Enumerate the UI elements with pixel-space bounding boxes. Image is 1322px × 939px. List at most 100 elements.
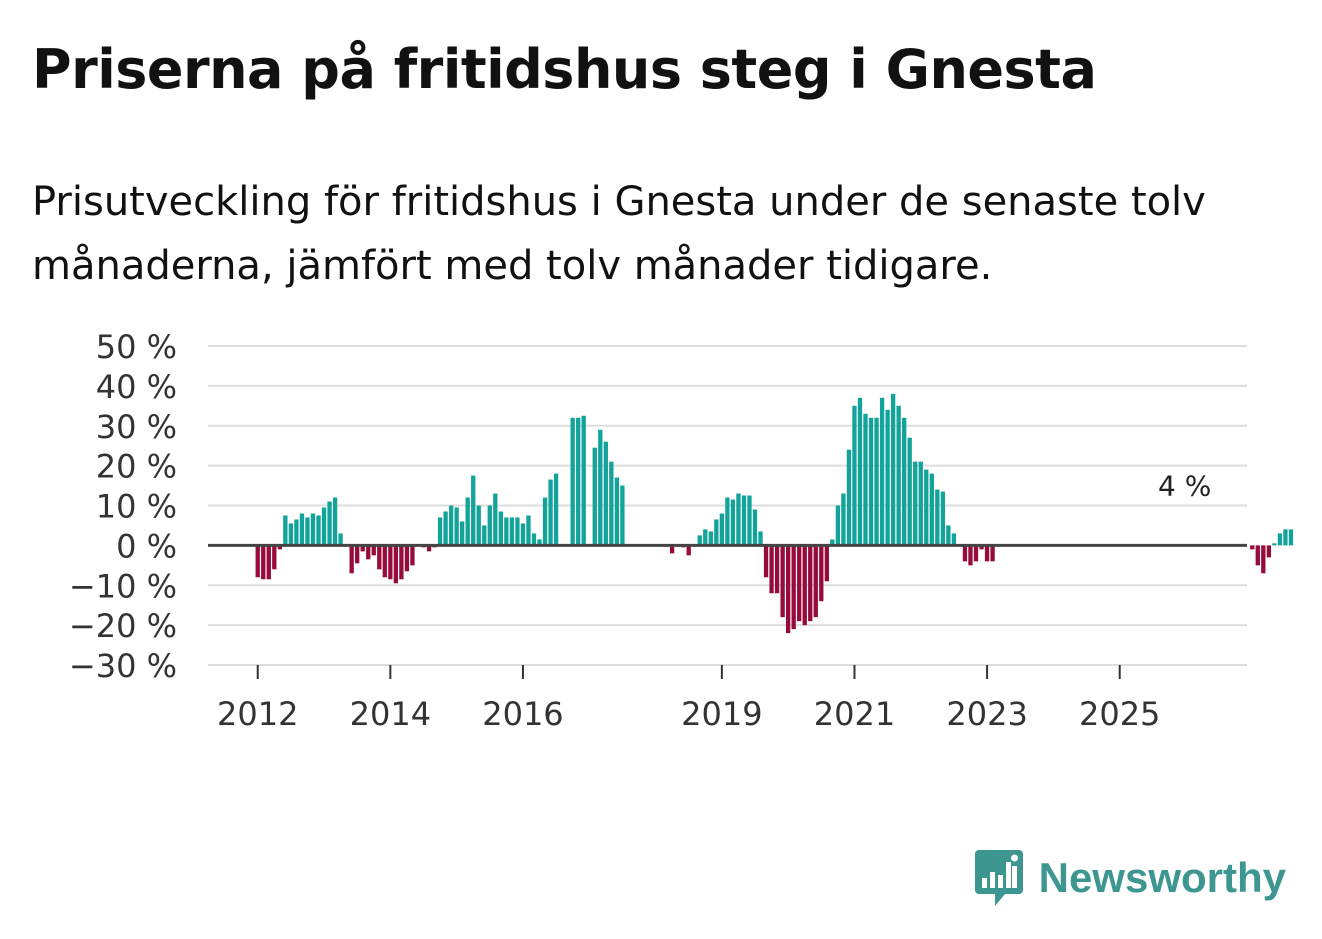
bar bbox=[714, 519, 719, 546]
bar bbox=[404, 545, 410, 572]
bar bbox=[355, 545, 360, 564]
bar bbox=[968, 545, 973, 566]
bar bbox=[973, 545, 979, 562]
x-tick-label: 2019 bbox=[681, 695, 762, 733]
y-tick-label: 0 % bbox=[116, 527, 177, 565]
bar bbox=[592, 447, 597, 546]
bar bbox=[785, 545, 791, 634]
x-tick-label: 2023 bbox=[946, 695, 1027, 733]
bar bbox=[476, 505, 481, 546]
bar bbox=[410, 545, 415, 566]
bar bbox=[879, 397, 885, 546]
bar bbox=[852, 405, 857, 546]
bar bbox=[913, 461, 918, 546]
bar bbox=[426, 545, 432, 552]
bar bbox=[863, 413, 868, 546]
bar bbox=[874, 417, 879, 546]
bar bbox=[703, 529, 708, 546]
bar bbox=[537, 539, 542, 546]
bar bbox=[443, 511, 448, 546]
bar bbox=[730, 499, 736, 546]
bar bbox=[1255, 545, 1260, 566]
bar bbox=[830, 539, 835, 546]
bar bbox=[763, 545, 769, 578]
bar bbox=[542, 497, 548, 546]
x-tick-label: 2012 bbox=[217, 695, 298, 733]
bar bbox=[377, 545, 382, 570]
bar bbox=[576, 417, 581, 546]
bar bbox=[752, 509, 758, 546]
bar bbox=[366, 545, 371, 560]
bar bbox=[846, 449, 852, 546]
bar bbox=[520, 523, 526, 546]
bar bbox=[797, 545, 802, 622]
bar bbox=[802, 545, 807, 626]
bar bbox=[824, 545, 829, 582]
y-tick-label: 10 % bbox=[96, 488, 177, 526]
bar bbox=[808, 545, 813, 622]
bar bbox=[725, 497, 730, 546]
bar bbox=[896, 405, 901, 546]
bar bbox=[736, 493, 741, 546]
y-tick-label: 20 % bbox=[96, 448, 177, 486]
bar bbox=[868, 417, 874, 546]
bar bbox=[841, 493, 846, 546]
bar bbox=[393, 545, 399, 584]
bar bbox=[890, 393, 896, 546]
bar bbox=[774, 545, 780, 594]
x-tick-label: 2021 bbox=[814, 695, 895, 733]
bar bbox=[548, 479, 553, 546]
x-tick-label: 2014 bbox=[350, 695, 431, 733]
bar bbox=[310, 513, 316, 546]
bar bbox=[515, 517, 520, 546]
bar bbox=[669, 545, 675, 554]
bar bbox=[349, 545, 354, 574]
bar bbox=[741, 495, 747, 546]
bar bbox=[553, 473, 559, 546]
bar bbox=[857, 397, 863, 546]
bar bbox=[813, 545, 818, 618]
bar bbox=[791, 545, 796, 630]
bar bbox=[819, 545, 824, 602]
bar bbox=[498, 511, 503, 546]
bar bbox=[885, 409, 890, 546]
bar bbox=[951, 533, 957, 546]
bar bbox=[360, 545, 365, 552]
bar bbox=[686, 545, 691, 556]
bar bbox=[283, 515, 288, 546]
bar bbox=[338, 533, 343, 546]
bar bbox=[620, 485, 625, 546]
bar bbox=[1272, 543, 1277, 546]
bar bbox=[460, 521, 465, 546]
bar bbox=[929, 473, 934, 546]
bar bbox=[371, 545, 376, 556]
bar bbox=[907, 437, 912, 546]
bar bbox=[598, 429, 603, 546]
bar bbox=[614, 477, 620, 546]
bar bbox=[471, 475, 476, 546]
bar bbox=[962, 545, 968, 562]
chart-title: Priserna på fritidshus steg i Gnesta bbox=[32, 38, 1097, 101]
bar bbox=[708, 531, 713, 546]
bar bbox=[769, 545, 774, 594]
bar bbox=[332, 497, 338, 546]
bar bbox=[509, 517, 515, 546]
bar bbox=[924, 469, 929, 546]
bar bbox=[454, 507, 459, 546]
brand-logo[interactable]: Newsworthy bbox=[973, 848, 1286, 908]
y-tick-label: −20 % bbox=[69, 607, 177, 645]
bar bbox=[531, 533, 537, 546]
bar bbox=[382, 545, 387, 578]
bar bbox=[448, 505, 454, 546]
bar bbox=[918, 461, 923, 546]
bar bbox=[609, 461, 614, 546]
bar bbox=[272, 545, 277, 570]
brand-name: Newsworthy bbox=[1038, 854, 1286, 901]
bar bbox=[437, 517, 443, 546]
bar bbox=[747, 495, 752, 546]
bar bbox=[946, 525, 951, 546]
bar bbox=[399, 545, 404, 580]
bar bbox=[255, 545, 260, 578]
bar bbox=[321, 507, 327, 546]
bar bbox=[984, 545, 990, 562]
